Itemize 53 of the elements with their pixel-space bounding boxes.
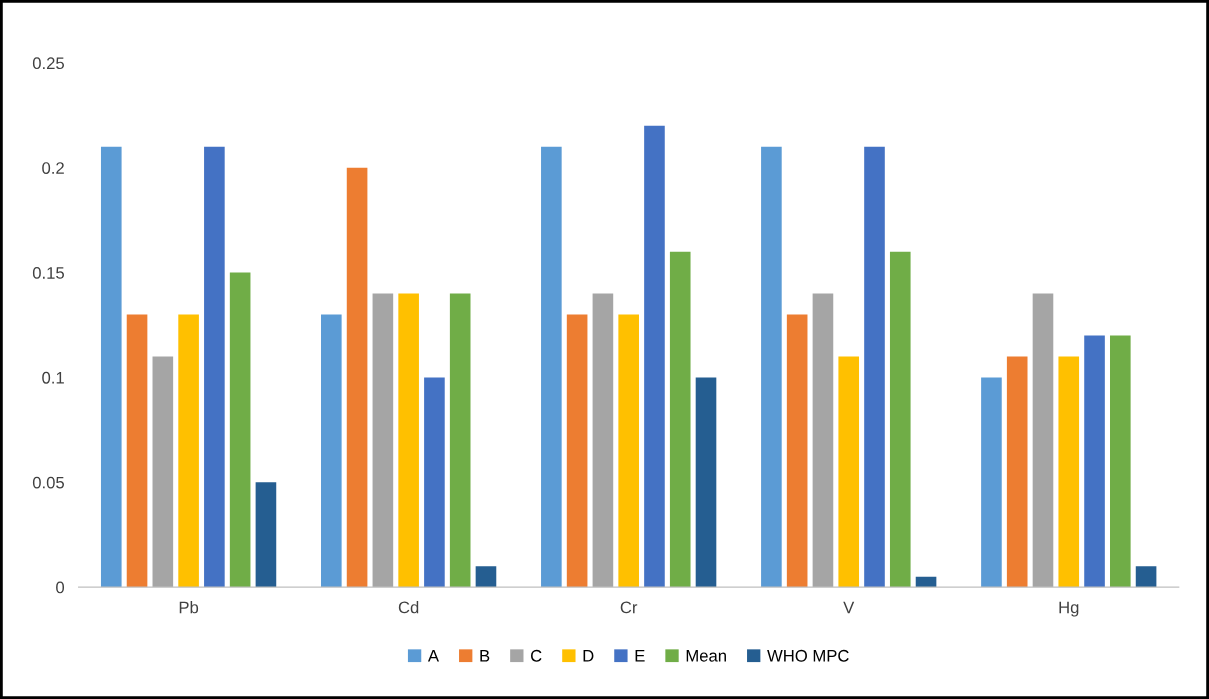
bar	[204, 146, 225, 588]
y-tick-label: 0.2	[42, 162, 64, 174]
y-tick-label: 0.15	[32, 267, 64, 279]
bar	[152, 356, 174, 588]
bar	[669, 251, 691, 588]
legend-label: A	[427, 650, 440, 662]
bar	[786, 314, 808, 588]
legend-label: C	[531, 649, 542, 662]
y-tick-label: 0.1	[42, 371, 64, 384]
x-tick-label: Cd	[398, 601, 419, 614]
y-tick-label: 0	[56, 581, 65, 594]
x-tick-label: Cr	[620, 601, 638, 614]
bar	[618, 314, 639, 588]
bar	[1006, 356, 1028, 588]
bar	[915, 576, 937, 588]
bar	[321, 314, 342, 588]
bar	[178, 314, 199, 588]
bar	[1084, 335, 1105, 588]
bar	[398, 293, 419, 588]
bar	[541, 146, 562, 588]
bar	[592, 293, 614, 588]
legend-label: WHO MPC	[767, 649, 849, 662]
bar	[1032, 293, 1054, 588]
bar	[695, 377, 717, 588]
y-tick-label: 0.25	[32, 57, 64, 70]
bar	[644, 125, 665, 588]
bar	[424, 377, 445, 588]
x-tick-label: V	[843, 601, 855, 614]
bar	[126, 314, 148, 588]
bar	[372, 293, 394, 588]
legend-label: D	[583, 650, 594, 662]
bar	[255, 482, 277, 588]
bar	[864, 146, 885, 588]
legend-label: B	[480, 650, 490, 662]
bar	[812, 293, 834, 588]
bar	[838, 356, 860, 588]
bar	[761, 146, 782, 588]
bar	[889, 251, 911, 588]
bar	[449, 293, 471, 588]
x-tick-label: Pb	[179, 601, 199, 614]
x-tick-label: Hg	[1059, 601, 1079, 617]
bar	[475, 566, 497, 588]
bar	[346, 167, 368, 588]
bar	[1058, 356, 1080, 588]
bar	[566, 314, 588, 588]
bar	[981, 377, 1002, 588]
y-tick-label: 0.05	[32, 476, 64, 489]
bar	[1135, 566, 1157, 588]
bar	[1110, 335, 1131, 588]
legend-label: Mean	[686, 650, 726, 662]
legend-label: E	[635, 650, 645, 662]
bar	[100, 146, 122, 588]
bar	[229, 272, 251, 588]
